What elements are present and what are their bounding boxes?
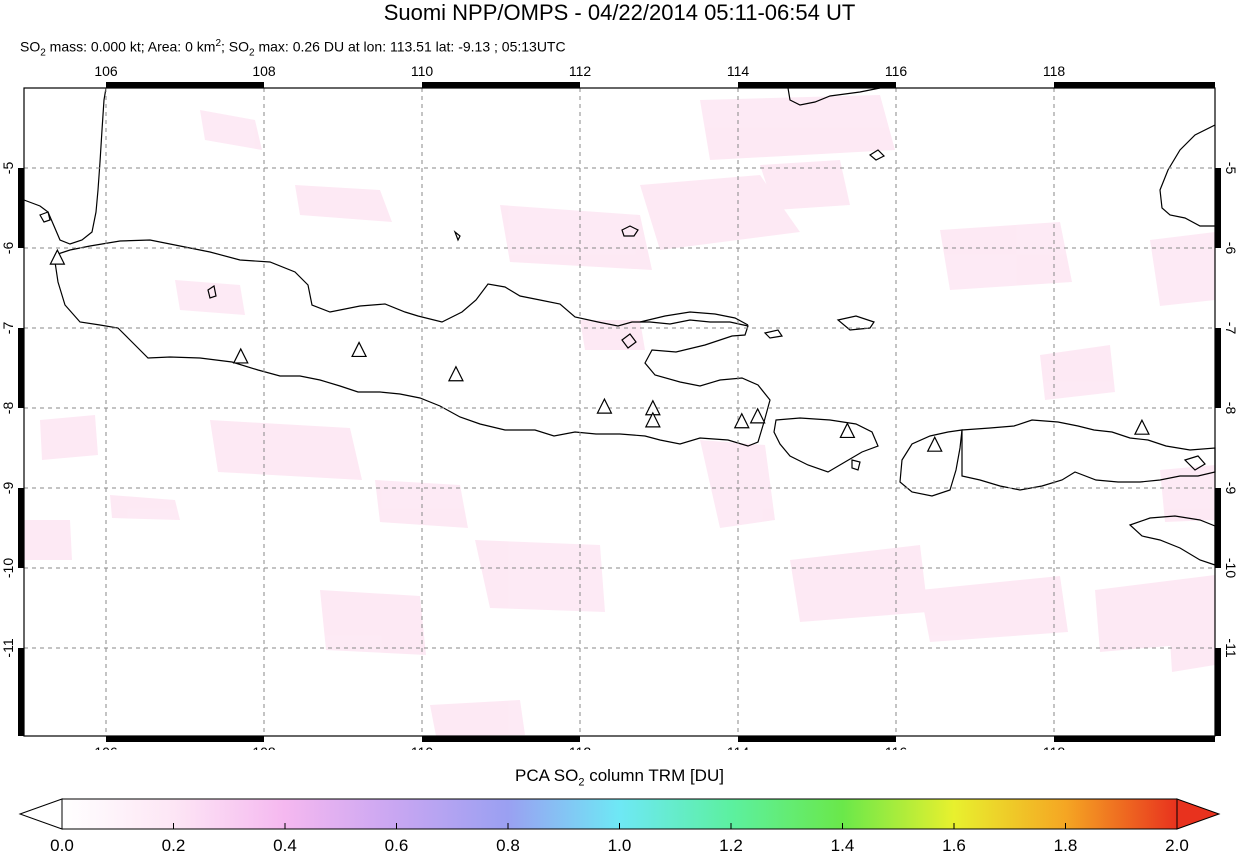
left-lat-tick: -5 bbox=[0, 162, 16, 175]
bottom-lon-tick: 114 bbox=[727, 744, 750, 750]
colorbar-title-suffix: column TRM [DU] bbox=[584, 766, 724, 785]
right-lat-tick: -7 bbox=[1223, 322, 1239, 335]
volcano-marker bbox=[1133, 418, 1150, 435]
volcano-marker bbox=[926, 435, 943, 452]
stats-area-exp: 2 bbox=[215, 38, 221, 49]
stats-so-label: SO bbox=[20, 38, 41, 55]
bali-coast bbox=[773, 417, 879, 473]
small-island-g bbox=[39, 211, 51, 223]
left-lat-tick: -11 bbox=[0, 638, 16, 657]
java-coast bbox=[54, 239, 771, 447]
small-island-e bbox=[851, 459, 861, 471]
right-lat-tick: -11 bbox=[1223, 638, 1239, 657]
bottom-lon-tick: 112 bbox=[569, 744, 592, 750]
colorbar-label: 0.6 bbox=[384, 836, 409, 855]
bottom-lon-tick: 118 bbox=[1043, 744, 1066, 750]
coastline-layer bbox=[23, 87, 1216, 566]
colorbar-title-prefix: PCA SO bbox=[515, 766, 579, 785]
colorbar-label: 1.6 bbox=[942, 836, 966, 855]
volcano-marker bbox=[232, 347, 249, 364]
top-lon-tick: 110 bbox=[411, 63, 434, 79]
right-lat-tick: -9 bbox=[1223, 482, 1239, 495]
volcano-marker bbox=[49, 248, 66, 265]
top-lon-tick: 114 bbox=[727, 63, 750, 79]
top-lon-tick: 118 bbox=[1043, 63, 1066, 79]
bottom-lon-tick: 116 bbox=[885, 744, 908, 750]
colorbar bbox=[18, 798, 1221, 830]
colorbar-label: 1.8 bbox=[1053, 836, 1078, 855]
colorbar-label: 1.2 bbox=[719, 836, 743, 855]
volcano-layer bbox=[49, 248, 1150, 452]
left-lat-tick: -9 bbox=[0, 482, 16, 495]
bottom-lon-tick: 106 bbox=[94, 744, 118, 750]
sumbawa-coast bbox=[961, 419, 1216, 491]
colorbar-label: 0.2 bbox=[161, 836, 186, 855]
borneo-north-coast bbox=[787, 87, 881, 106]
colorbar-label: 0.8 bbox=[496, 836, 520, 855]
small-island-b bbox=[207, 285, 217, 299]
right-lat-tick: -6 bbox=[1223, 242, 1239, 255]
colorbar-label: 1.0 bbox=[607, 836, 632, 855]
karimunjawa-island bbox=[453, 230, 461, 242]
right-lat-tick: -10 bbox=[1223, 558, 1239, 578]
volcano-marker bbox=[596, 397, 613, 414]
left-lat-tick: -7 bbox=[0, 322, 16, 335]
colorbar-label: 2.0 bbox=[1165, 836, 1189, 855]
volcano-marker bbox=[644, 411, 661, 428]
small-island-a bbox=[763, 329, 784, 339]
graticule-layer bbox=[24, 88, 1215, 736]
small-island-d bbox=[621, 333, 637, 349]
volcano-marker bbox=[447, 365, 464, 382]
top-lon-tick: 116 bbox=[885, 63, 908, 79]
top-lon-labels: 106 108 110 112 114 116 118 bbox=[94, 63, 1065, 79]
map-stats: SO2 mass: 0.000 kt; Area: 0 km2; SO2 max… bbox=[20, 35, 566, 62]
colorbar-ticks bbox=[173, 823, 1066, 829]
right-lat-labels: -5 -6 -7 -8 -9 -10 -11 bbox=[1223, 162, 1239, 658]
map-panel: 106 108 110 112 114 116 118 106 108 110 … bbox=[0, 63, 1239, 750]
madura-coast bbox=[639, 311, 749, 326]
bottom-lon-labels: 106 108 110 112 114 116 118 bbox=[94, 744, 1065, 750]
stats-max-location: max: 0.26 DU at lon: 113.51 lat: -9.13 ;… bbox=[254, 38, 566, 55]
colorbar-label: 0.0 bbox=[50, 836, 74, 855]
volcano-marker bbox=[351, 341, 368, 358]
map-frame bbox=[18, 82, 1221, 742]
right-lat-tick: -5 bbox=[1223, 162, 1239, 175]
bottom-lon-tick: 110 bbox=[411, 744, 434, 750]
stats-so2max-label: ; SO bbox=[221, 38, 250, 55]
left-lat-tick: -10 bbox=[0, 558, 16, 578]
small-island-c bbox=[868, 149, 886, 161]
colorbar-max-arrow bbox=[1176, 798, 1221, 830]
kalimantan-coast bbox=[1159, 124, 1216, 227]
colorbar-title: PCA SO2 column TRM [DU] bbox=[0, 766, 1239, 788]
left-lat-labels: -5 -6 -7 -8 -9 -10 -11 bbox=[0, 162, 16, 658]
lombok-coast bbox=[899, 429, 963, 497]
colorbar-min-arrow bbox=[18, 798, 63, 830]
volcano-marker bbox=[733, 412, 750, 429]
stats-sub-1: 2 bbox=[40, 47, 46, 59]
bottom-lon-tick: 108 bbox=[252, 744, 276, 750]
top-lon-tick: 106 bbox=[94, 63, 118, 79]
volcano-marker bbox=[749, 407, 766, 424]
colorbar-label: 0.4 bbox=[273, 836, 297, 855]
small-island-f bbox=[1183, 455, 1206, 471]
left-lat-tick: -8 bbox=[0, 402, 16, 415]
right-lat-tick: -8 bbox=[1223, 402, 1239, 415]
volcano-marker bbox=[839, 422, 856, 439]
stats-mass-area: mass: 0.000 kt; Area: 0 km bbox=[45, 38, 216, 55]
sumba-coast bbox=[1128, 515, 1216, 566]
top-lon-tick: 108 bbox=[252, 63, 276, 79]
map-title: Suomi NPP/OMPS - 04/22/2014 05:11-06:54 … bbox=[383, 0, 856, 25]
colorbar-label: 1.4 bbox=[830, 836, 855, 855]
so2-pixel-layer bbox=[20, 95, 1215, 736]
left-lat-tick: -6 bbox=[0, 242, 16, 255]
bawean-island bbox=[621, 225, 639, 237]
top-lon-tick: 112 bbox=[569, 63, 592, 79]
stats-sub-2: 2 bbox=[249, 47, 255, 59]
sumatra-coast bbox=[23, 87, 107, 245]
colorbar-title-sub: 2 bbox=[578, 776, 585, 789]
